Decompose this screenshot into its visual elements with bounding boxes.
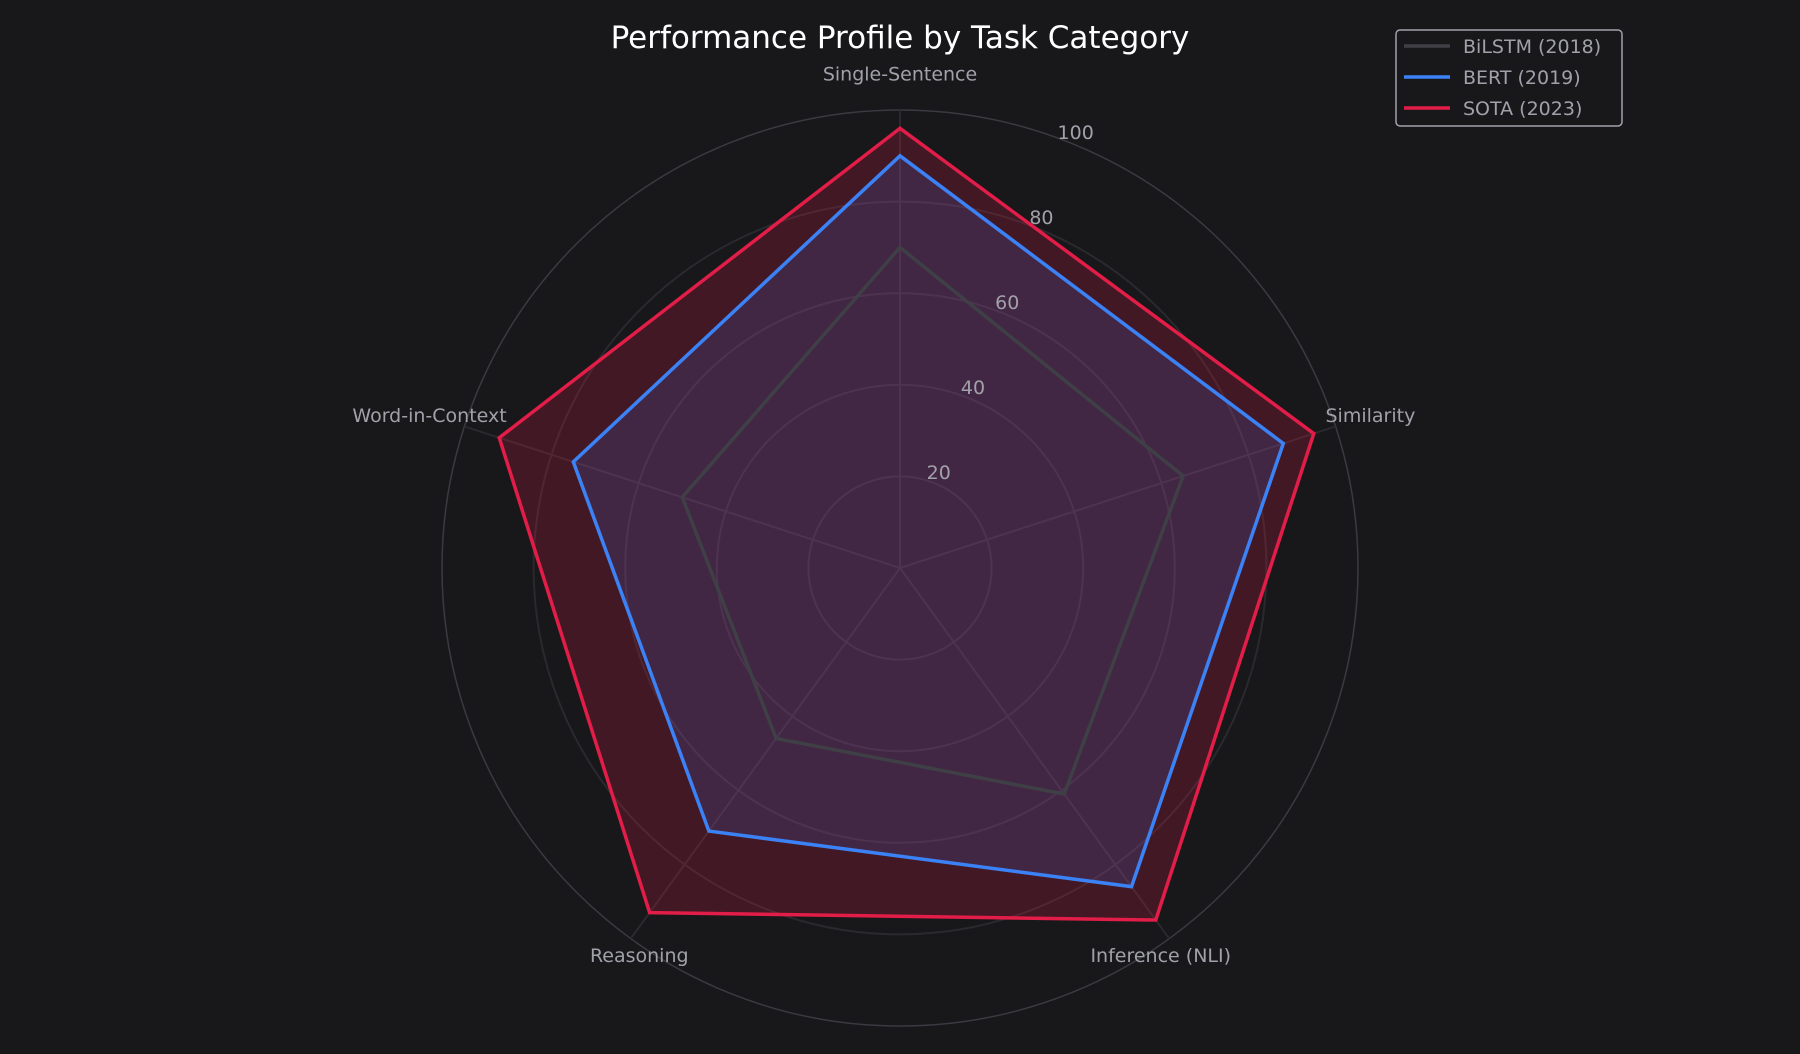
radial-tick-label: 40 (961, 377, 985, 399)
legend-label-sota: SOTA (2023) (1463, 98, 1582, 120)
radial-tick-label: 80 (1029, 207, 1053, 229)
legend-label-bilstm: BiLSTM (2018) (1463, 36, 1601, 58)
data-point (1154, 918, 1158, 922)
series-line-2 (497, 126, 1316, 922)
data-point (1062, 792, 1066, 796)
data-point (707, 829, 711, 833)
data-point (1130, 885, 1134, 889)
radial-tick-label: 60 (995, 292, 1019, 314)
series-fill (499, 128, 1314, 921)
data-point (1181, 474, 1185, 478)
legend-label-bert: BERT (2019) (1463, 67, 1581, 89)
category-label: Inference (NLI) (1090, 945, 1231, 967)
data-point (898, 245, 902, 249)
data-point (774, 736, 778, 740)
category-label: Single-Sentence (823, 63, 977, 85)
data-point (680, 495, 684, 499)
series-line-1 (571, 153, 1286, 889)
category-label: Similarity (1326, 405, 1416, 427)
grid-spoke (899, 567, 1171, 940)
data-point (648, 911, 652, 915)
grid-spoke (629, 567, 901, 940)
category-label: Reasoning (590, 945, 689, 967)
radial-tick-labels: 20 40 60 80 100 (927, 122, 1094, 484)
series-line-0 (680, 244, 1186, 797)
radial-tick-label: 100 (1058, 122, 1094, 144)
data-point (898, 126, 902, 130)
data-point (497, 436, 501, 440)
data-point (1281, 441, 1285, 445)
data-point (1312, 432, 1316, 436)
legend: BiLSTM (2018) BERT (2019) SOTA (2023) (1395, 29, 1623, 127)
legend-box (1395, 29, 1623, 127)
chart-title: Performance Profile by Task Category (611, 20, 1190, 56)
radial-tick-label: 20 (927, 462, 951, 484)
data-point (571, 460, 575, 464)
data-point (898, 154, 902, 158)
category-label: Word-in-Context (352, 405, 506, 427)
grid-spoke (899, 425, 1336, 569)
series-fills (499, 128, 1314, 921)
category-labels: Single-Sentence Similarity Inference (NLI)… (352, 63, 1415, 967)
series-fill (573, 155, 1284, 887)
series-lines (497, 126, 1316, 922)
